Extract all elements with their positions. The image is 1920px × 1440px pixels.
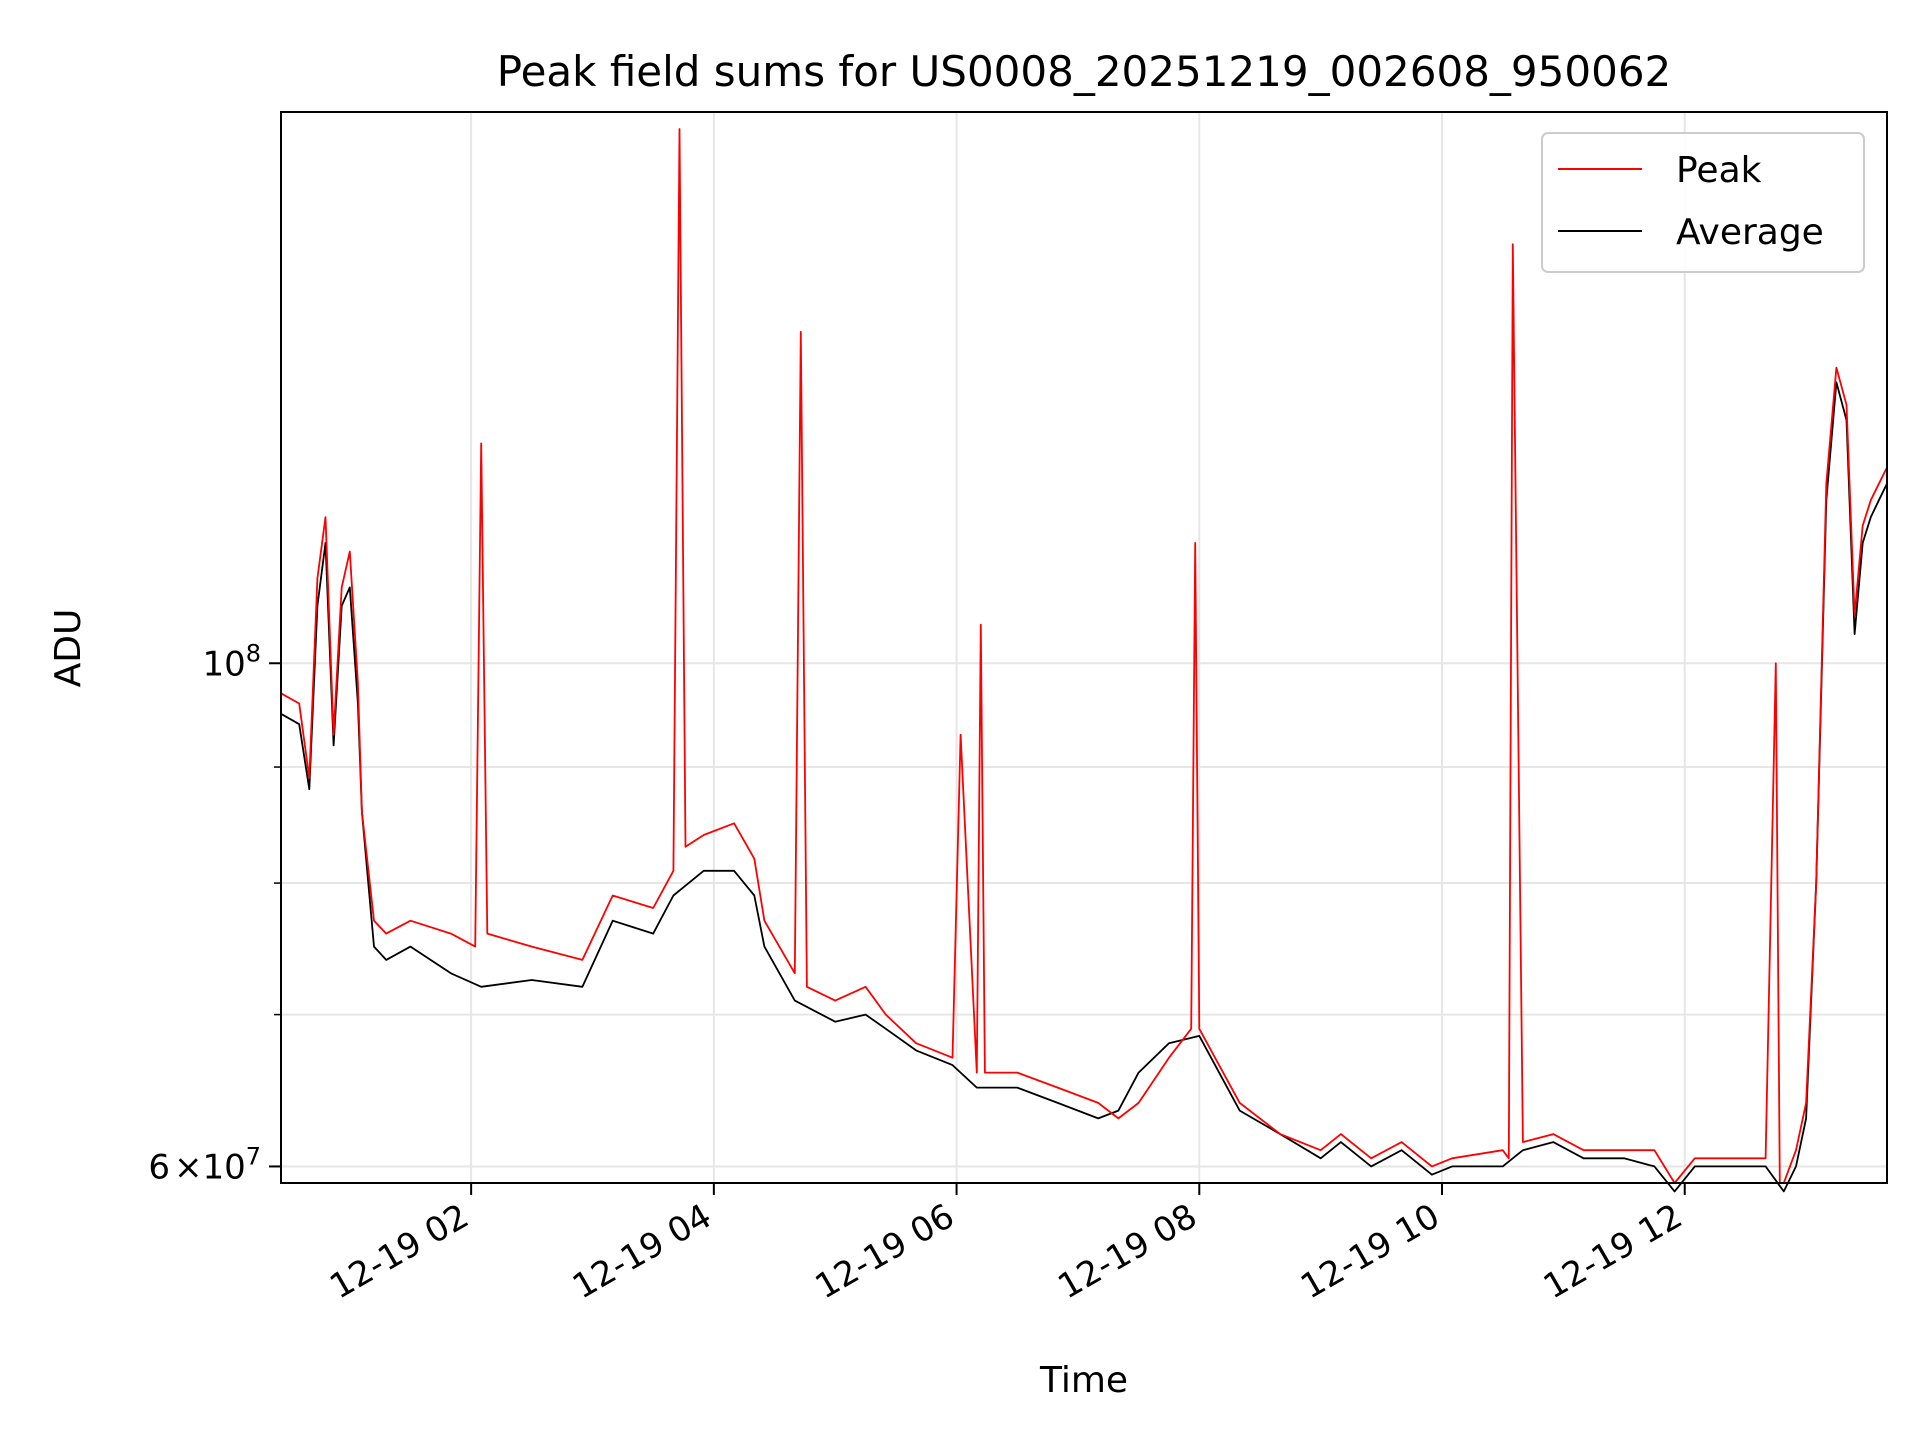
chart-title: Peak field sums for US0008_20251219_0026… [497, 47, 1672, 96]
y-axis-label: ADU [48, 609, 89, 688]
legend-label-peak: Peak [1676, 150, 1762, 191]
series-line-peak [280, 128, 1888, 1184]
x-tick-label: 12-19 04 [566, 1196, 718, 1307]
series-layer [280, 128, 1888, 1193]
x-tick-label: 12-19 08 [1051, 1196, 1203, 1307]
y-tick-label: 108 [202, 639, 261, 684]
x-tick-label: 12-19 12 [1537, 1196, 1689, 1307]
y-axis: 6 ×107 108 [148, 639, 281, 1187]
x-tick-label: 12-19 02 [323, 1196, 475, 1307]
legend-label-average: Average [1676, 212, 1824, 253]
legend-box [1541, 132, 1865, 273]
grid [281, 112, 1887, 1183]
x-tick-label: 12-19 06 [809, 1196, 961, 1307]
x-axis-label: Time [1039, 1360, 1128, 1401]
plot-frame [280, 111, 1888, 1184]
x-axis: 12-19 02 12-19 04 12-19 06 12-19 08 12-19 10… [323, 1183, 1689, 1307]
y-tick-label: 6 ×107 [148, 1142, 261, 1187]
x-tick-label: 12-19 10 [1294, 1196, 1446, 1307]
series-line-average [280, 381, 1888, 1193]
legend: Peak Average [1541, 132, 1865, 273]
